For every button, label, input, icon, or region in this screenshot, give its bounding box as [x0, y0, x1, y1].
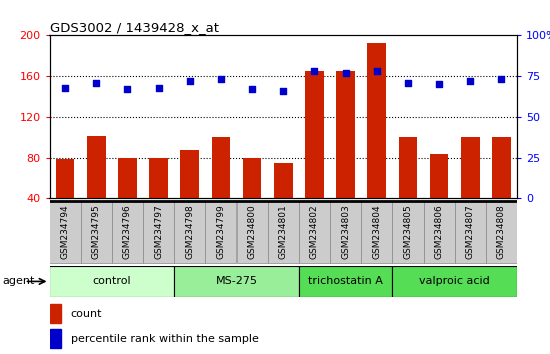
Bar [149, 158, 168, 239]
Text: percentile rank within the sample: percentile rank within the sample [70, 333, 258, 344]
Point [279, 88, 288, 93]
Bar [112, 201, 143, 263]
Bar [299, 266, 392, 297]
Text: valproic acid: valproic acid [419, 276, 490, 286]
Text: count: count [70, 309, 102, 319]
Bar [243, 158, 261, 239]
Text: GSM234806: GSM234806 [434, 205, 444, 259]
Bar [50, 201, 81, 263]
Bar [50, 304, 61, 323]
Bar [268, 201, 299, 263]
Text: GSM234805: GSM234805 [403, 205, 412, 259]
Bar [392, 266, 517, 297]
Point [466, 78, 475, 84]
Bar [461, 137, 480, 239]
Text: GSM234798: GSM234798 [185, 205, 194, 259]
Bar [180, 150, 199, 239]
Point [217, 76, 226, 82]
Bar [299, 201, 330, 263]
Text: GSM234800: GSM234800 [248, 205, 257, 259]
Bar [399, 137, 417, 239]
Point [310, 68, 319, 74]
Text: GSM234797: GSM234797 [154, 205, 163, 259]
Text: GSM234802: GSM234802 [310, 205, 319, 259]
Bar [50, 266, 174, 297]
Bar [367, 42, 386, 239]
Bar [361, 201, 392, 263]
Bar [118, 158, 137, 239]
Bar [56, 159, 74, 239]
Text: GDS3002 / 1439428_x_at: GDS3002 / 1439428_x_at [50, 21, 218, 34]
Point [92, 80, 101, 85]
Text: GSM234799: GSM234799 [216, 205, 225, 259]
Bar [330, 201, 361, 263]
Bar [305, 71, 324, 239]
Point [185, 78, 194, 84]
Text: GSM234808: GSM234808 [497, 205, 506, 259]
Point [341, 70, 350, 76]
Text: agent: agent [3, 276, 35, 286]
Point [60, 85, 69, 90]
Text: GSM234801: GSM234801 [279, 205, 288, 259]
Point [497, 76, 506, 82]
Bar [455, 201, 486, 263]
Bar [236, 201, 268, 263]
Text: GSM234807: GSM234807 [466, 205, 475, 259]
Bar [492, 137, 511, 239]
Point [154, 85, 163, 90]
Bar [486, 201, 517, 263]
Bar [174, 201, 205, 263]
Text: GSM234794: GSM234794 [60, 205, 70, 259]
Bar [336, 71, 355, 239]
Bar [174, 266, 299, 297]
Point [372, 68, 381, 74]
Bar [392, 201, 424, 263]
Bar [81, 201, 112, 263]
Point [248, 86, 256, 92]
Text: GSM234795: GSM234795 [92, 205, 101, 259]
Text: GSM234796: GSM234796 [123, 205, 132, 259]
Point [123, 86, 132, 92]
Text: GSM234803: GSM234803 [341, 205, 350, 259]
Bar [50, 329, 61, 348]
Text: GSM234804: GSM234804 [372, 205, 381, 259]
Text: control: control [92, 276, 131, 286]
Text: trichostatin A: trichostatin A [308, 276, 383, 286]
Bar [205, 201, 236, 263]
Text: MS-275: MS-275 [216, 276, 257, 286]
Bar [87, 136, 106, 239]
Point [404, 80, 412, 85]
Bar [143, 201, 174, 263]
Bar [430, 154, 448, 239]
Bar [274, 162, 293, 239]
Point [434, 81, 443, 87]
Bar [212, 137, 230, 239]
Bar [424, 201, 455, 263]
